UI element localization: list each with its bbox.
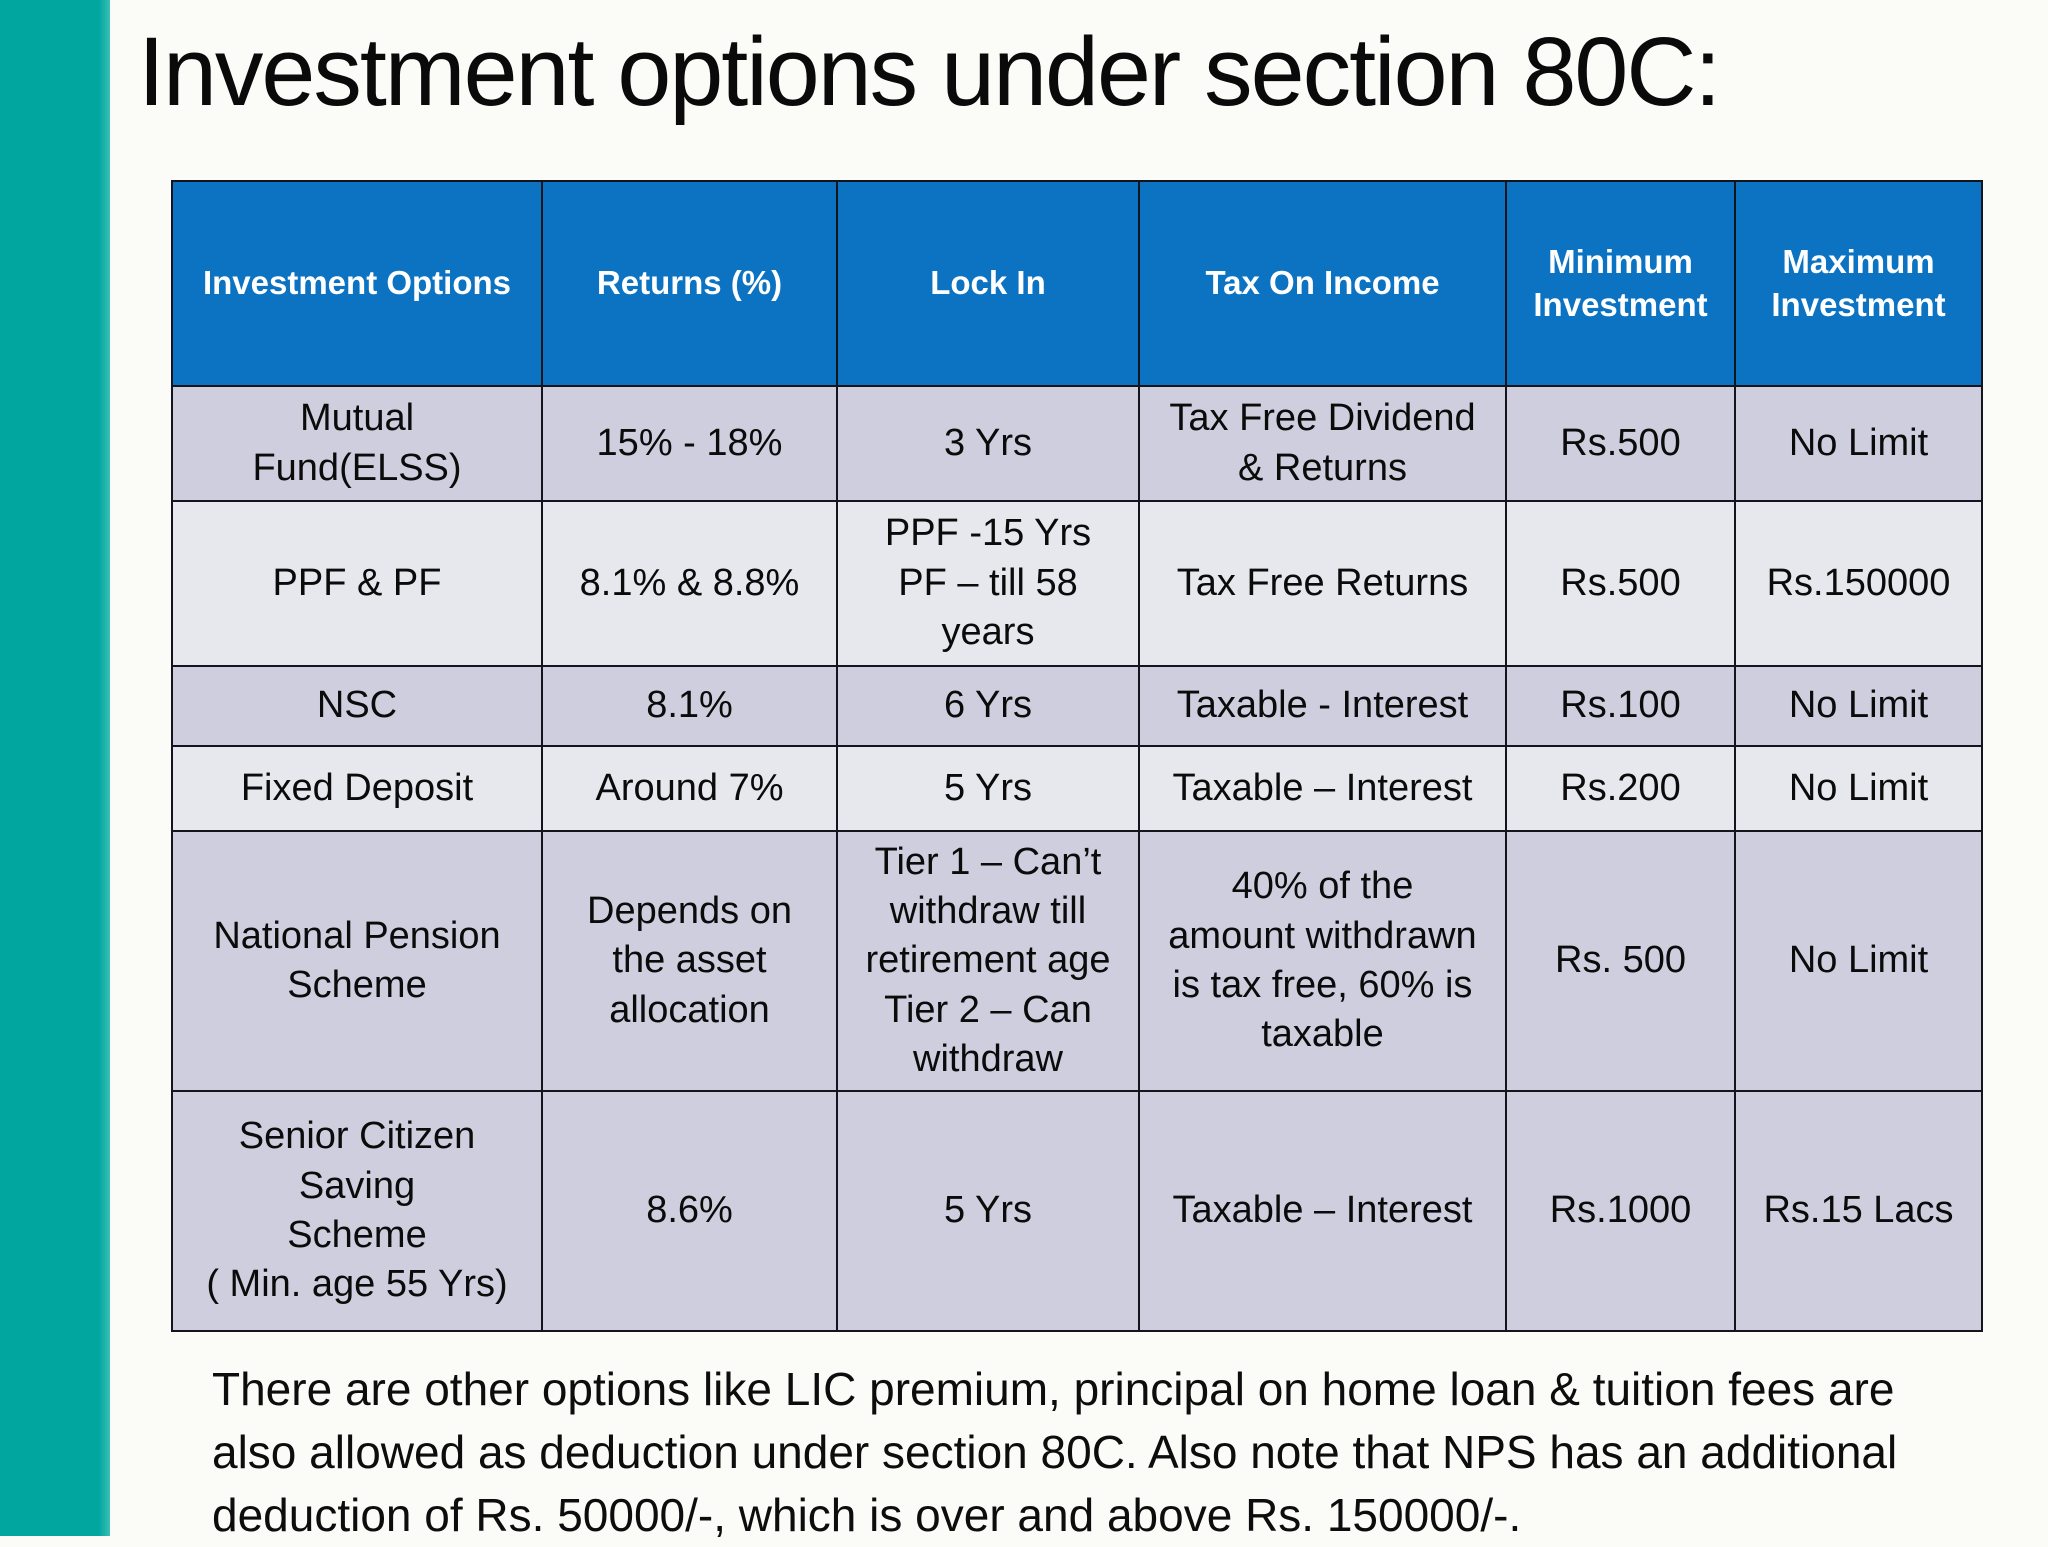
investment-options-table: Investment Options Returns (%) Lock In T… [171,180,1983,1332]
table-cell: 5 Yrs [838,747,1140,832]
table-cell: PPF & PF [173,502,543,667]
column-header-investment-options: Investment Options [173,182,543,387]
table-cell: 3 Yrs [838,387,1140,502]
table-cell: National Pension Scheme [173,832,543,1092]
table-cell: No Limit [1736,747,1983,832]
table-cell: 6 Yrs [838,667,1140,747]
table-cell: Tier 1 – Can’t withdraw till retirement … [838,832,1140,1092]
left-accent-bar [0,0,110,1536]
column-header-returns: Returns (%) [543,182,838,387]
column-header-lock-in: Lock In [838,182,1140,387]
table-cell: 15% - 18% [543,387,838,502]
table-cell: Rs. 500 [1507,832,1736,1092]
column-header-minimum-investment: Minimum Investment [1507,182,1736,387]
table-cell: Rs.200 [1507,747,1736,832]
table-cell: Fixed Deposit [173,747,543,832]
table-cell: 8.1% [543,667,838,747]
table-cell: Rs.150000 [1736,502,1983,667]
table-cell: Rs.100 [1507,667,1736,747]
table-cell: Taxable - Interest [1140,667,1507,747]
table-cell: Tax Free Dividend & Returns [1140,387,1507,502]
table-cell: Senior Citizen Saving Scheme ( Min. age … [173,1092,543,1332]
table-cell: 8.1% & 8.8% [543,502,838,667]
footer-note: There are other options like LIC premium… [212,1363,1898,1542]
table-cell: 8.6% [543,1092,838,1332]
column-header-tax-on-income: Tax On Income [1140,182,1507,387]
table-cell: Rs.500 [1507,387,1736,502]
table-cell: No Limit [1736,832,1983,1092]
table-cell: 40% of the amount withdrawn is tax free,… [1140,832,1507,1092]
table-cell: No Limit [1736,667,1983,747]
table-cell: Rs.500 [1507,502,1736,667]
table-cell: Taxable – Interest [1140,1092,1507,1332]
table-cell: PPF -15 Yrs PF – till 58 years [838,502,1140,667]
table-cell: NSC [173,667,543,747]
table-cell: Around 7% [543,747,838,832]
column-header-maximum-investment: Maximum Investment [1736,182,1983,387]
page-title: Investment options under section 80C: [138,17,1721,126]
table-cell: No Limit [1736,387,1983,502]
table-cell: Tax Free Returns [1140,502,1507,667]
table-cell: Rs.1000 [1507,1092,1736,1332]
table-cell: Mutual Fund(ELSS) [173,387,543,502]
table-cell: Rs.15 Lacs [1736,1092,1983,1332]
table-cell: Taxable – Interest [1140,747,1507,832]
table-cell: 5 Yrs [838,1092,1140,1332]
table-cell: Depends on the asset allocation [543,832,838,1092]
